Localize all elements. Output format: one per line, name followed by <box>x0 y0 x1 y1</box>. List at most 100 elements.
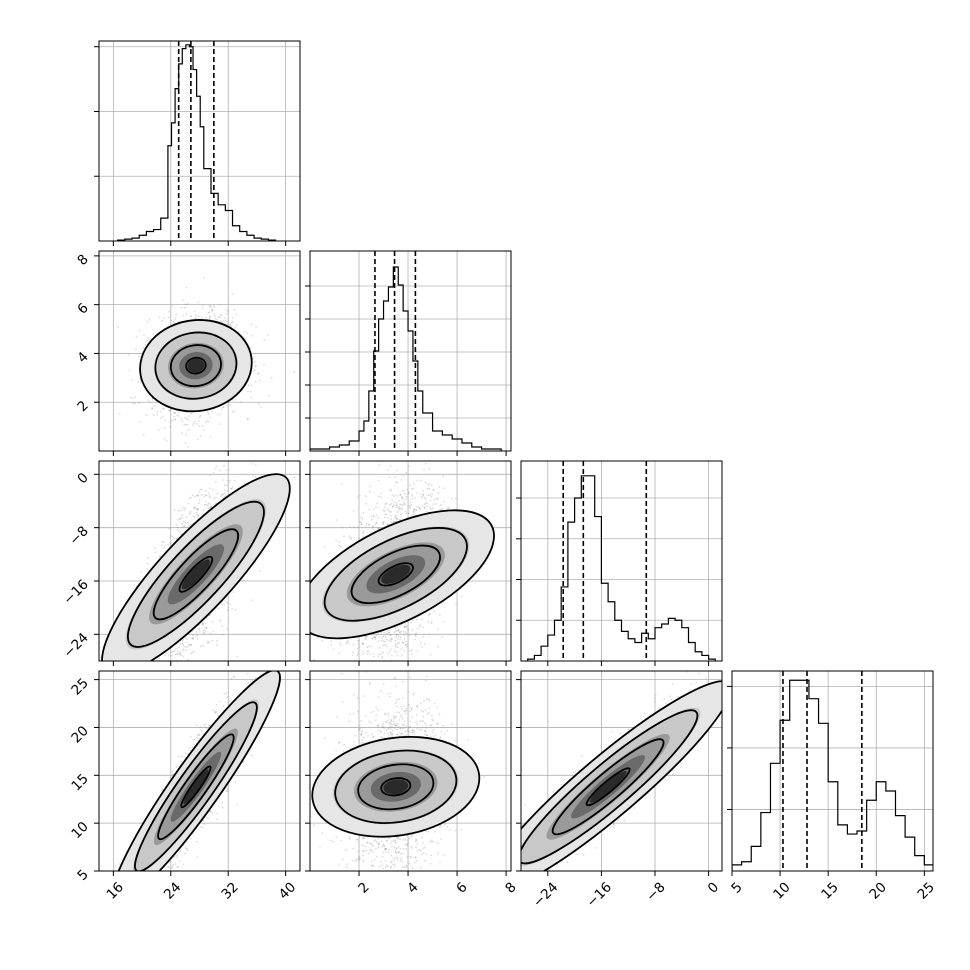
sample-point <box>212 472 215 474</box>
sample-point <box>212 497 215 500</box>
sample-point <box>196 634 199 637</box>
sample-point <box>251 334 254 337</box>
sample-point <box>359 521 362 523</box>
sample-point <box>172 320 175 323</box>
sample-point <box>176 414 179 417</box>
sample-point <box>405 512 408 514</box>
sample-point <box>162 407 165 410</box>
sample-point <box>169 408 172 411</box>
sample-point <box>362 641 364 644</box>
sample-point <box>223 492 226 495</box>
sample-point <box>203 429 205 431</box>
sample-point <box>217 315 220 318</box>
sample-point <box>402 630 405 633</box>
sample-point <box>182 648 185 651</box>
sample-point <box>152 333 155 336</box>
sample-point <box>209 435 212 438</box>
sample-point <box>396 506 399 509</box>
sample-point <box>187 502 190 505</box>
sample-point <box>213 313 216 315</box>
sample-point <box>180 306 183 309</box>
sample-point <box>404 631 407 633</box>
sample-point <box>199 414 202 417</box>
sample-point <box>172 650 174 653</box>
sample-point <box>230 325 233 328</box>
sample-point <box>209 304 212 307</box>
sample-point <box>394 627 397 630</box>
y-tick-label: 6 <box>74 300 91 317</box>
sample-point <box>209 315 211 318</box>
sample-point <box>190 636 192 639</box>
sample-point <box>193 650 195 653</box>
sample-point <box>427 483 430 486</box>
sample-point <box>210 308 213 311</box>
sample-point <box>156 410 158 413</box>
sample-point <box>398 631 401 634</box>
sample-point <box>190 412 192 415</box>
sample-point <box>226 320 228 323</box>
sample-point <box>202 622 205 625</box>
sample-point <box>187 658 190 661</box>
sample-point <box>223 464 226 467</box>
sample-point <box>224 494 227 496</box>
sample-point <box>231 486 234 489</box>
sample-point <box>254 476 257 478</box>
sample-point <box>196 422 199 425</box>
sample-point <box>209 416 212 419</box>
sample-point <box>219 316 222 319</box>
sample-point <box>202 621 204 624</box>
sample-point <box>179 517 182 520</box>
sample-point <box>186 641 188 644</box>
sample-point <box>179 530 181 533</box>
sample-point <box>208 311 211 314</box>
sample-point <box>403 492 406 495</box>
sample-point <box>208 495 211 497</box>
sample-point <box>189 512 192 515</box>
sample-point <box>383 506 386 509</box>
sample-point <box>158 555 161 557</box>
sample-point <box>396 494 398 497</box>
sample-point <box>143 334 145 337</box>
sample-point <box>383 510 386 513</box>
sample-point <box>223 317 226 319</box>
sample-point <box>161 415 164 418</box>
sample-point <box>366 653 369 655</box>
sample-point <box>395 502 398 504</box>
sample-point <box>185 516 188 519</box>
sample-point <box>257 372 260 375</box>
contour-line <box>154 331 238 400</box>
sample-point <box>190 315 192 318</box>
sample-point <box>139 421 142 423</box>
sample-point <box>193 507 195 510</box>
sample-point <box>146 320 149 323</box>
sample-point <box>187 302 189 305</box>
sample-point <box>192 634 194 637</box>
sample-point <box>222 406 225 409</box>
contour-line <box>185 356 207 375</box>
sample-point <box>197 515 200 517</box>
sample-point <box>206 504 209 507</box>
sample-point <box>229 403 231 406</box>
sample-point <box>207 507 210 510</box>
plot-area <box>310 461 495 661</box>
sample-point <box>405 640 407 643</box>
sample-point <box>205 627 208 630</box>
sample-point <box>182 645 185 648</box>
sample-point <box>179 643 182 645</box>
sample-point <box>181 432 183 434</box>
sample-point <box>198 627 201 630</box>
y-tick-label: −16 <box>60 577 91 608</box>
sample-point <box>321 639 324 642</box>
sample-point <box>169 421 172 423</box>
sample-point <box>207 311 210 314</box>
sample-point <box>180 654 182 657</box>
sample-point <box>192 424 194 426</box>
sample-point <box>181 514 183 517</box>
sample-point <box>168 527 170 530</box>
sample-point <box>350 537 352 540</box>
sample-point <box>229 323 232 326</box>
sample-point <box>169 409 171 412</box>
sample-point <box>226 484 228 487</box>
sample-point <box>229 479 232 482</box>
sample-point <box>214 467 217 470</box>
